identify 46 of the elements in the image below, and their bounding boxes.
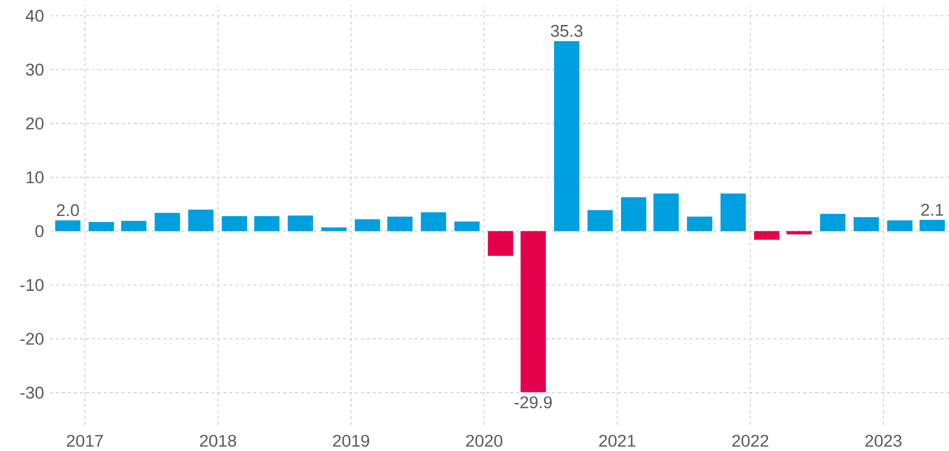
bar: [554, 41, 580, 232]
x-tick-label: 2023: [865, 434, 902, 447]
bar: [587, 210, 613, 232]
bar: [720, 193, 746, 232]
bar: [288, 216, 314, 232]
bar: [653, 193, 679, 232]
bar: [222, 216, 248, 232]
bar: [154, 212, 180, 232]
bar: [786, 231, 812, 234]
data-label: 2.1: [921, 204, 944, 216]
bar: [754, 231, 780, 240]
x-tick-label: 2022: [732, 434, 768, 447]
bar: [854, 217, 879, 232]
bar: [686, 216, 712, 232]
bar: [188, 210, 214, 232]
y-tick-label: -20: [20, 332, 44, 345]
bar: [420, 212, 446, 232]
y-tick-label: 40: [26, 10, 44, 22]
x-tick-label: 2017: [66, 434, 103, 447]
bar: [488, 231, 514, 256]
x-tick-label: 2018: [200, 434, 236, 447]
bar: [454, 221, 480, 232]
bar: [254, 216, 280, 232]
bar: [520, 231, 546, 392]
x-tick-label: 2021: [599, 434, 636, 447]
data-label: 2.0: [56, 204, 79, 216]
bar: [88, 222, 114, 232]
bar: [620, 197, 646, 232]
bar: [387, 216, 413, 232]
y-tick-label: -30: [20, 386, 44, 399]
bar: [887, 220, 912, 232]
y-tick-label: 0: [35, 225, 44, 238]
y-tick-label: 20: [26, 117, 44, 130]
bar: [354, 219, 380, 232]
data-label: 35.3: [550, 24, 582, 37]
y-tick-label: 30: [26, 64, 44, 76]
data-label: -29.9: [514, 396, 552, 408]
x-tick-label: 2019: [333, 434, 370, 447]
bar: [820, 214, 846, 232]
bar: [321, 227, 347, 232]
bar: [55, 220, 80, 232]
y-tick-label: 10: [26, 171, 44, 184]
y-tick-label: -10: [20, 278, 44, 291]
bar: [920, 220, 945, 232]
bar: [121, 220, 146, 232]
x-tick-label: 2020: [466, 434, 502, 447]
